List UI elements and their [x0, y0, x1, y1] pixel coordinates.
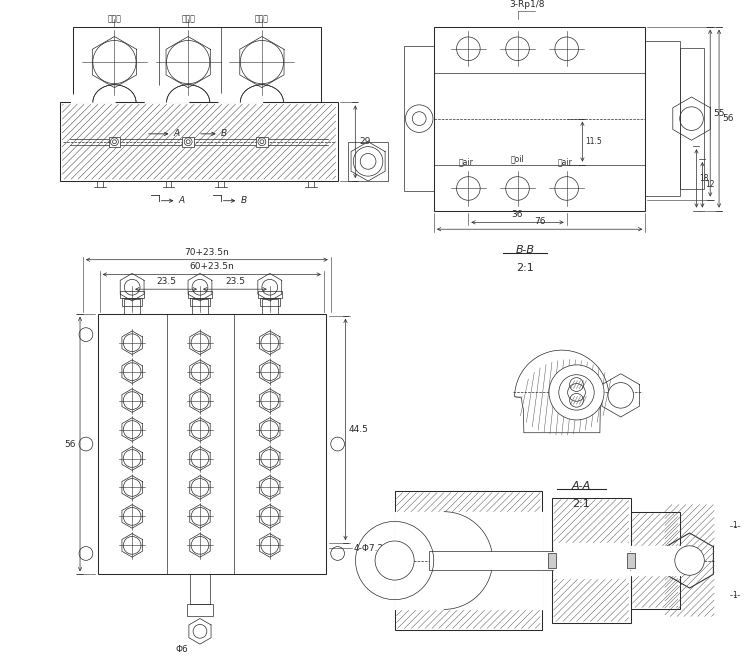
Circle shape: [559, 375, 595, 410]
Bar: [429, 551, 636, 570]
Bar: [190, 574, 210, 604]
Text: 1: 1: [732, 591, 736, 600]
Circle shape: [110, 138, 119, 146]
Text: Φ6: Φ6: [176, 645, 189, 654]
Bar: [258, 291, 281, 298]
Bar: [187, 604, 213, 615]
Circle shape: [608, 382, 633, 408]
Circle shape: [258, 138, 266, 146]
Text: 44.5: 44.5: [348, 425, 369, 434]
Bar: [98, 314, 326, 574]
Text: 11.5: 11.5: [586, 137, 602, 146]
Text: 56: 56: [65, 440, 76, 449]
Bar: [192, 299, 208, 314]
Bar: [188, 291, 212, 298]
Text: 油oil: 油oil: [511, 155, 524, 163]
Text: A-A: A-A: [571, 481, 591, 491]
Bar: [434, 27, 645, 211]
Circle shape: [568, 384, 586, 401]
Text: 70+23.5n: 70+23.5n: [184, 248, 229, 256]
Bar: [73, 27, 321, 102]
Text: 55: 55: [713, 109, 724, 117]
Text: B: B: [240, 196, 246, 205]
Bar: [60, 102, 338, 181]
Text: 76: 76: [534, 217, 545, 226]
Text: B: B: [221, 129, 227, 138]
Text: 中间体: 中间体: [181, 14, 195, 23]
Text: B-B: B-B: [515, 245, 534, 255]
Bar: [182, 137, 194, 147]
Text: 2:1: 2:1: [572, 499, 590, 508]
Text: 36: 36: [512, 211, 523, 219]
Bar: [108, 137, 120, 147]
Circle shape: [375, 541, 414, 580]
Text: 29: 29: [360, 137, 371, 146]
Bar: [630, 512, 680, 609]
Text: 端部体: 端部体: [255, 14, 269, 23]
Text: A: A: [173, 129, 180, 138]
Text: 气air: 气air: [557, 157, 572, 167]
Circle shape: [675, 546, 704, 575]
Text: 气air: 气air: [459, 157, 474, 167]
Text: 60+23.5n: 60+23.5n: [189, 262, 234, 272]
Circle shape: [549, 365, 604, 420]
Bar: [125, 299, 140, 314]
Text: 供给体: 供给体: [107, 14, 122, 23]
Bar: [190, 298, 210, 306]
Bar: [256, 137, 268, 147]
Text: 2:1: 2:1: [516, 262, 534, 273]
Bar: [260, 298, 280, 306]
Text: 56: 56: [722, 114, 733, 123]
Circle shape: [184, 138, 192, 146]
Text: 23.5: 23.5: [225, 277, 245, 286]
Bar: [395, 491, 542, 630]
Bar: [122, 298, 142, 306]
Bar: [627, 552, 635, 568]
Bar: [552, 498, 630, 623]
Text: 3-Rp1/8: 3-Rp1/8: [510, 0, 545, 9]
Text: 4-Φ7.2: 4-Φ7.2: [354, 544, 383, 553]
Bar: [120, 291, 144, 298]
Text: A: A: [178, 196, 184, 205]
Text: 23.5: 23.5: [156, 277, 176, 286]
Bar: [404, 47, 434, 191]
Bar: [262, 299, 278, 314]
Bar: [645, 41, 680, 195]
Bar: [348, 142, 388, 181]
Text: 18: 18: [700, 174, 709, 183]
Bar: [548, 552, 556, 568]
Text: 1: 1: [732, 521, 736, 530]
Text: 12: 12: [705, 180, 715, 190]
Bar: [680, 49, 704, 189]
